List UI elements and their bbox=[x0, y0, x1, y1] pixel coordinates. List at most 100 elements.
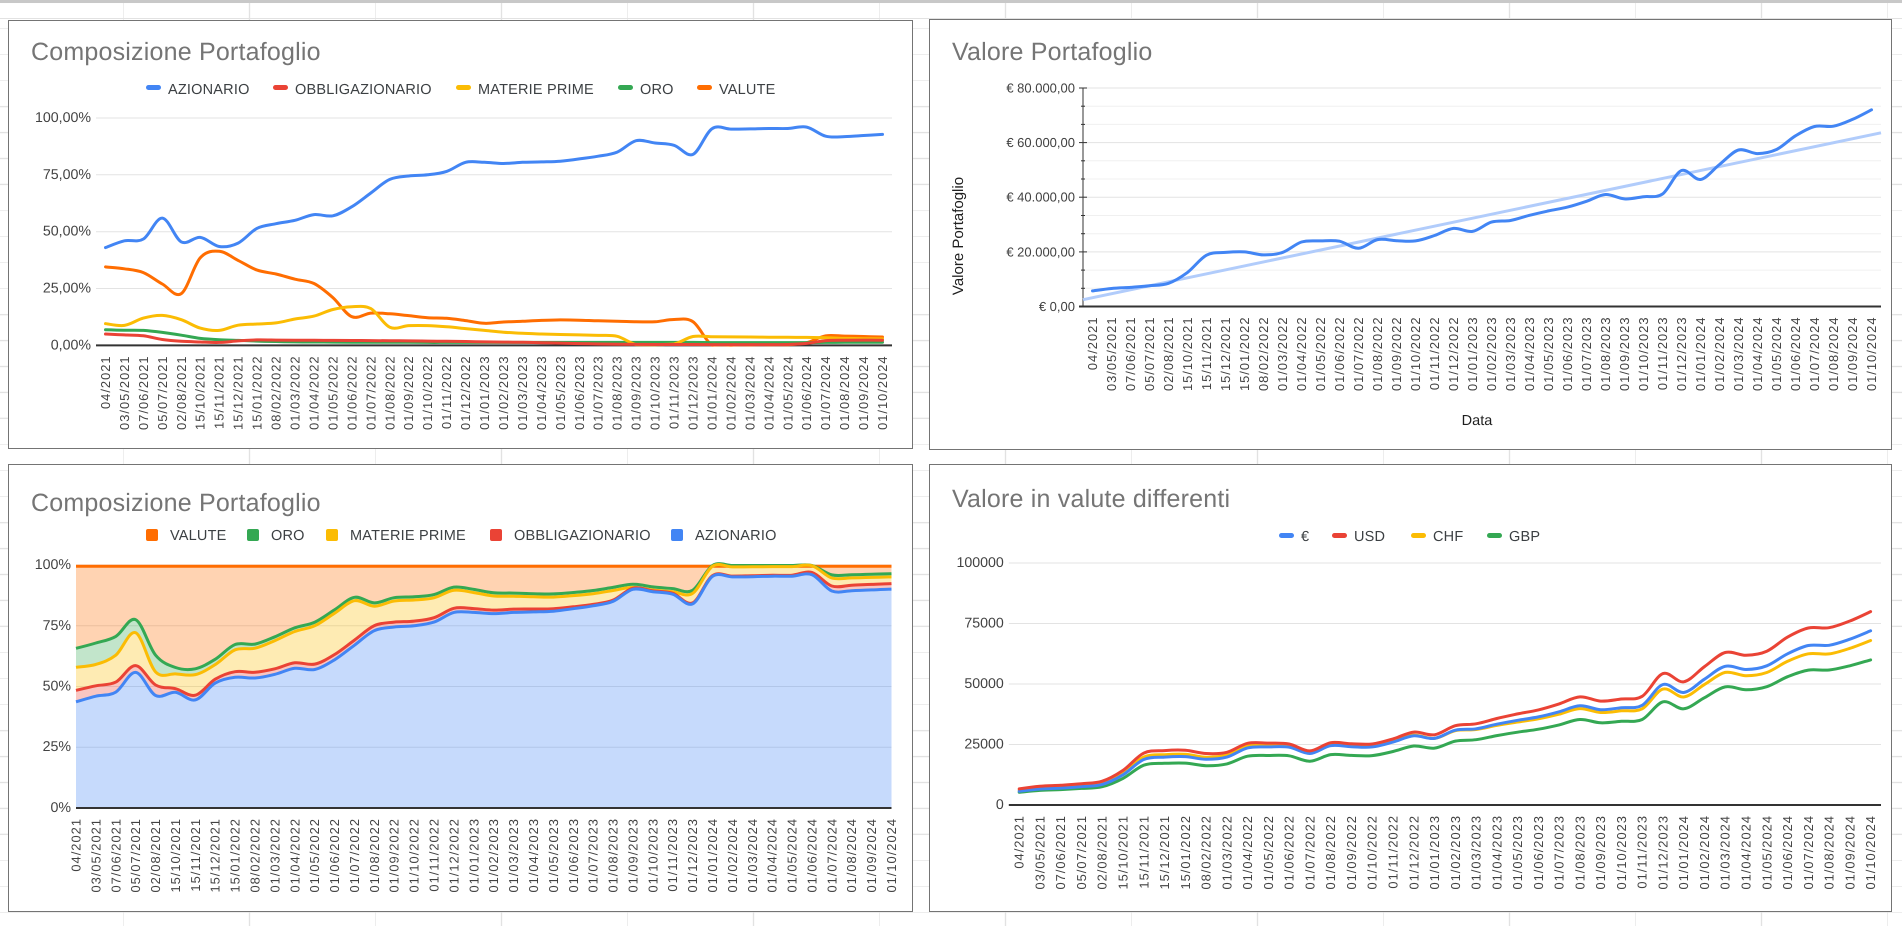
svg-text:15/11/2021: 15/11/2021 bbox=[188, 818, 203, 892]
svg-text:07/06/2021: 07/06/2021 bbox=[1123, 317, 1138, 392]
svg-text:01/08/2022: 01/08/2022 bbox=[367, 818, 382, 893]
svg-text:MATERIE PRIME: MATERIE PRIME bbox=[478, 82, 594, 98]
svg-text:USD: USD bbox=[1354, 529, 1385, 545]
svg-text:01/12/2022: 01/12/2022 bbox=[1446, 317, 1461, 392]
svg-text:04/2021: 04/2021 bbox=[98, 355, 113, 409]
svg-text:01/06/2023: 01/06/2023 bbox=[566, 818, 581, 893]
svg-text:01/05/2022: 01/05/2022 bbox=[1313, 317, 1328, 392]
svg-text:01/02/2024: 01/02/2024 bbox=[725, 818, 740, 893]
svg-text:15/12/2021: 15/12/2021 bbox=[208, 818, 223, 893]
svg-text:01/06/2022: 01/06/2022 bbox=[1332, 317, 1347, 392]
svg-text:15/12/2021: 15/12/2021 bbox=[1218, 317, 1233, 392]
svg-text:01/06/2024: 01/06/2024 bbox=[1780, 815, 1795, 890]
svg-text:01/05/2022: 01/05/2022 bbox=[325, 355, 340, 430]
svg-text:01/02/2024: 01/02/2024 bbox=[1697, 815, 1712, 890]
svg-text:01/06/2023: 01/06/2023 bbox=[572, 355, 587, 430]
svg-text:01/07/2024: 01/07/2024 bbox=[1801, 815, 1816, 890]
svg-text:15/11/2021: 15/11/2021 bbox=[212, 355, 227, 429]
svg-text:01/09/2022: 01/09/2022 bbox=[401, 355, 416, 430]
svg-text:01/09/2023: 01/09/2023 bbox=[1593, 815, 1608, 890]
svg-text:01/05/2024: 01/05/2024 bbox=[785, 818, 800, 893]
svg-text:01/06/2022: 01/06/2022 bbox=[344, 355, 359, 430]
svg-text:01/08/2024: 01/08/2024 bbox=[1826, 317, 1841, 392]
svg-text:25%: 25% bbox=[43, 739, 72, 755]
svg-text:01/04/2022: 01/04/2022 bbox=[1240, 815, 1255, 890]
svg-text:01/03/2023: 01/03/2023 bbox=[1469, 815, 1484, 890]
svg-text:01/07/2023: 01/07/2023 bbox=[586, 818, 601, 893]
svg-text:15/12/2021: 15/12/2021 bbox=[1157, 815, 1172, 890]
svg-text:VALUTE: VALUTE bbox=[719, 82, 776, 98]
svg-text:03/05/2021: 03/05/2021 bbox=[1104, 317, 1119, 392]
svg-text:15/12/2021: 15/12/2021 bbox=[231, 355, 246, 430]
svg-text:01/11/2023: 01/11/2023 bbox=[665, 818, 680, 892]
svg-text:01/11/2022: 01/11/2022 bbox=[1427, 317, 1442, 391]
svg-text:01/05/2022: 01/05/2022 bbox=[1261, 815, 1276, 890]
svg-text:01/10/2024: 01/10/2024 bbox=[1863, 815, 1878, 890]
svg-text:01/11/2022: 01/11/2022 bbox=[427, 818, 442, 892]
svg-text:Valore in valute differenti: Valore in valute differenti bbox=[952, 485, 1230, 513]
svg-text:15/11/2021: 15/11/2021 bbox=[1136, 815, 1151, 889]
svg-text:07/06/2021: 07/06/2021 bbox=[136, 355, 151, 430]
svg-text:01/07/2022: 01/07/2022 bbox=[347, 818, 362, 893]
svg-text:AZIONARIO: AZIONARIO bbox=[695, 528, 777, 544]
svg-text:01/03/2024: 01/03/2024 bbox=[1731, 317, 1746, 392]
svg-text:01/11/2022: 01/11/2022 bbox=[439, 355, 454, 429]
svg-text:01/02/2023: 01/02/2023 bbox=[486, 818, 501, 893]
svg-text:100,00%: 100,00% bbox=[35, 110, 91, 126]
svg-text:01/07/2023: 01/07/2023 bbox=[1552, 815, 1567, 890]
svg-text:01/03/2023: 01/03/2023 bbox=[515, 355, 530, 430]
svg-text:01/07/2023: 01/07/2023 bbox=[1579, 317, 1594, 392]
svg-text:01/10/2024: 01/10/2024 bbox=[884, 818, 899, 893]
svg-text:€ 60.000,00: € 60.000,00 bbox=[1006, 135, 1075, 150]
svg-text:01/05/2024: 01/05/2024 bbox=[1769, 317, 1784, 392]
svg-text:01/08/2022: 01/08/2022 bbox=[1370, 317, 1385, 392]
svg-text:01/08/2024: 01/08/2024 bbox=[1822, 815, 1837, 890]
svg-text:01/09/2023: 01/09/2023 bbox=[1617, 317, 1632, 392]
svg-text:01/07/2024: 01/07/2024 bbox=[1807, 317, 1822, 392]
svg-text:01/08/2023: 01/08/2023 bbox=[606, 818, 621, 893]
svg-text:01/03/2024: 01/03/2024 bbox=[1718, 815, 1733, 890]
svg-text:08/02/2022: 08/02/2022 bbox=[269, 355, 284, 430]
svg-text:01/11/2023: 01/11/2023 bbox=[667, 355, 682, 429]
svg-text:01/10/2023: 01/10/2023 bbox=[1636, 317, 1651, 392]
svg-text:01/08/2023: 01/08/2023 bbox=[610, 355, 625, 430]
svg-text:ORO: ORO bbox=[640, 82, 674, 98]
svg-text:OBBLIGAZIONARIO: OBBLIGAZIONARIO bbox=[295, 82, 432, 98]
svg-text:01/01/2024: 01/01/2024 bbox=[1676, 815, 1691, 890]
svg-text:0: 0 bbox=[996, 797, 1004, 813]
svg-text:08/02/2022: 08/02/2022 bbox=[1199, 815, 1214, 890]
svg-text:25,00%: 25,00% bbox=[43, 281, 92, 297]
svg-text:01/04/2022: 01/04/2022 bbox=[1294, 317, 1309, 392]
svg-text:01/12/2022: 01/12/2022 bbox=[446, 818, 461, 893]
svg-text:01/06/2023: 01/06/2023 bbox=[1531, 815, 1546, 890]
svg-text:15/10/2021: 15/10/2021 bbox=[1116, 815, 1131, 890]
svg-text:01/05/2023: 01/05/2023 bbox=[546, 818, 561, 893]
svg-text:01/09/2022: 01/09/2022 bbox=[1389, 317, 1404, 392]
svg-text:04/2021: 04/2021 bbox=[1085, 317, 1100, 371]
svg-text:01/02/2024: 01/02/2024 bbox=[1712, 317, 1727, 392]
svg-text:01/07/2022: 01/07/2022 bbox=[363, 355, 378, 430]
svg-text:01/10/2023: 01/10/2023 bbox=[645, 818, 660, 893]
svg-text:€ 80.000,00: € 80.000,00 bbox=[1006, 81, 1075, 96]
svg-text:03/05/2021: 03/05/2021 bbox=[88, 818, 103, 893]
svg-text:01/11/2023: 01/11/2023 bbox=[1635, 815, 1650, 889]
svg-text:01/05/2023: 01/05/2023 bbox=[1510, 815, 1525, 890]
svg-text:01/01/2023: 01/01/2023 bbox=[466, 818, 481, 893]
svg-text:100%: 100% bbox=[35, 557, 72, 573]
svg-text:MATERIE PRIME: MATERIE PRIME bbox=[350, 528, 466, 544]
svg-text:01/03/2024: 01/03/2024 bbox=[745, 818, 760, 893]
svg-text:01/07/2022: 01/07/2022 bbox=[1351, 317, 1366, 392]
svg-text:15/01/2022: 15/01/2022 bbox=[250, 355, 265, 430]
svg-text:01/12/2023: 01/12/2023 bbox=[1674, 317, 1689, 392]
svg-text:01/04/2022: 01/04/2022 bbox=[307, 355, 322, 430]
svg-text:01/10/2024: 01/10/2024 bbox=[875, 355, 890, 430]
svg-text:01/09/2024: 01/09/2024 bbox=[1845, 317, 1860, 392]
svg-text:03/05/2021: 03/05/2021 bbox=[1032, 815, 1047, 890]
svg-text:01/09/2024: 01/09/2024 bbox=[856, 355, 871, 430]
svg-text:Composizione Portafoglio: Composizione Portafoglio bbox=[31, 489, 321, 517]
svg-text:€: € bbox=[1301, 529, 1309, 545]
svg-text:01/12/2023: 01/12/2023 bbox=[685, 818, 700, 893]
svg-text:01/01/2023: 01/01/2023 bbox=[477, 355, 492, 430]
svg-text:01/02/2024: 01/02/2024 bbox=[723, 355, 738, 430]
svg-text:01/02/2023: 01/02/2023 bbox=[496, 355, 511, 430]
